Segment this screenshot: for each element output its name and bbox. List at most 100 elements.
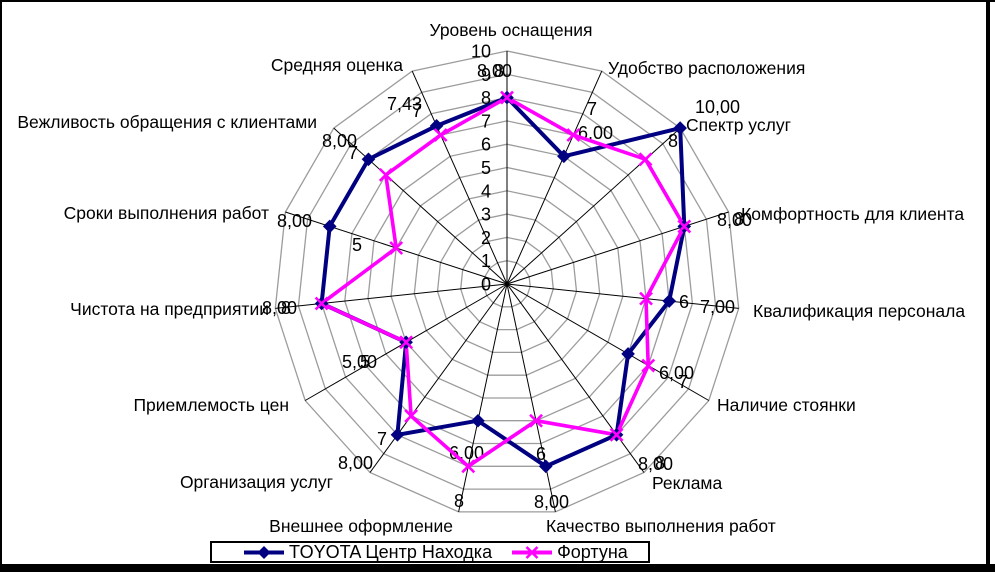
data-label-fortuna: 7 [412, 101, 422, 121]
legend-item-toyota: TOYOTA Центр Находка [244, 542, 492, 563]
data-label-fortuna: 8 [494, 61, 504, 81]
data-label-toyota: 10,00 [695, 97, 740, 117]
data-label-fortuna: 8 [454, 491, 464, 511]
grid-ring [297, 73, 717, 490]
frame-border-top [0, 0, 995, 2]
tick-label: 1 [481, 251, 491, 271]
category-label: Приемлемость цен [133, 395, 289, 415]
grid-ring [483, 260, 531, 308]
category-label: Реклама [652, 473, 722, 493]
data-label-toyota: 8,00 [322, 131, 357, 151]
marker-x-icon [500, 90, 514, 105]
tick-label: 6 [481, 135, 491, 155]
axis-spoke [506, 283, 556, 513]
grid-ring [460, 236, 554, 331]
frame-border-left [0, 0, 2, 572]
category-label: Квалификация персонала [753, 301, 965, 321]
category-label: Средняя оценка [271, 55, 403, 75]
axis-spoke [458, 283, 508, 513]
marker-x-icon [399, 335, 414, 350]
marker-diamond-icon [429, 119, 444, 133]
marker-x-icon [677, 219, 692, 234]
data-label-toyota: 5,00 [342, 352, 377, 372]
marker-diamond-icon [557, 149, 571, 164]
marker-x-icon [433, 128, 448, 142]
category-label: Качество выполнения работ [546, 516, 776, 536]
grid-ring [390, 166, 624, 399]
grid-ring [274, 50, 740, 513]
grid-ring [344, 120, 670, 445]
category-label: Комфортность для клиента [741, 204, 964, 224]
data-label-fortuna: 5 [352, 235, 362, 255]
marker-diamond-icon [361, 152, 376, 167]
marker-diamond-icon [390, 428, 405, 442]
data-label-fortuna: 6 [679, 292, 689, 312]
data-label-fortuna: 8 [655, 453, 665, 473]
data-label-fortuna: 7 [377, 429, 387, 449]
axis-spoke [506, 211, 729, 285]
axis-spoke [506, 127, 681, 285]
data-label-toyota: 8,00 [717, 210, 752, 230]
frame-border-bottom [0, 564, 995, 572]
marker-x-icon [389, 241, 404, 255]
data-label-fortuna: 7 [678, 372, 688, 392]
tick-label: 5 [481, 158, 491, 178]
marker-x-icon [529, 413, 543, 428]
marker-diamond-icon [322, 219, 337, 234]
data-label-toyota: 8,00 [638, 454, 673, 474]
marker-x-icon [641, 358, 656, 373]
series-line-toyota [319, 95, 687, 469]
data-label-fortuna: 8 [281, 298, 291, 318]
tick-label: 4 [481, 181, 491, 201]
legend-item-fortuna: Фортуна [512, 542, 628, 563]
data-label-toyota: 7,43 [387, 94, 422, 114]
marker-x-icon [639, 291, 653, 306]
category-label: Чистота на предприятии [70, 299, 269, 319]
marker-x-icon [404, 409, 419, 423]
tick-label: 3 [481, 205, 491, 225]
category-label: Внешнее оформление [269, 516, 453, 536]
data-label-toyota: 8,00 [477, 61, 512, 81]
marker-x-icon [378, 167, 393, 182]
marker-diamond-icon [621, 347, 635, 361]
series-line-fortuna [318, 95, 687, 469]
legend-marker-diamond-icon [244, 545, 284, 559]
data-label-fortuna: 8 [668, 131, 678, 151]
data-label-toyota: 8,00 [534, 492, 569, 512]
category-label: Наличие стоянки [717, 395, 856, 415]
marker-diamond-icon [662, 294, 677, 308]
marker-x-icon [314, 296, 329, 311]
data-label-fortuna: 8 [734, 209, 744, 229]
marker-diamond-icon [673, 121, 687, 135]
category-label: Уровень оснащения [429, 20, 592, 40]
tick-label: 7 [481, 111, 491, 131]
data-label-toyota: 7,00 [700, 297, 735, 317]
marker-diamond-icon [538, 459, 553, 474]
chart-legend: TOYOTA Центр Находка Фортуна [210, 541, 650, 563]
category-label: Вежливость обращения с клиентами [17, 112, 317, 132]
data-label-fortuna: 7 [348, 143, 358, 163]
axis-spoke [506, 283, 710, 401]
axis-spoke [333, 127, 508, 285]
category-label: Сроки выполнения работ [64, 203, 269, 223]
marker-x-icon [609, 427, 624, 442]
data-label-fortuna: 7 [587, 99, 597, 119]
tick-label: 8 [481, 88, 491, 108]
data-label-fortuna: 6 [536, 444, 546, 464]
category-label: Удобство расположения [608, 58, 805, 78]
axis-spoke [369, 283, 508, 473]
marker-x-icon [566, 128, 581, 142]
category-label: Организация услуг [180, 472, 333, 492]
axis-spoke [506, 70, 603, 285]
tick-label: 10 [471, 42, 491, 62]
axis-spoke [411, 70, 508, 285]
legend-label-fortuna: Фортуна [557, 541, 628, 562]
category-label: Спектр услуг [686, 115, 791, 135]
grid-ring [436, 213, 578, 354]
axis-spoke [275, 283, 508, 309]
legend-marker-x-icon [512, 545, 553, 559]
axis-spoke [506, 283, 739, 309]
tick-label: 0 [481, 275, 491, 295]
